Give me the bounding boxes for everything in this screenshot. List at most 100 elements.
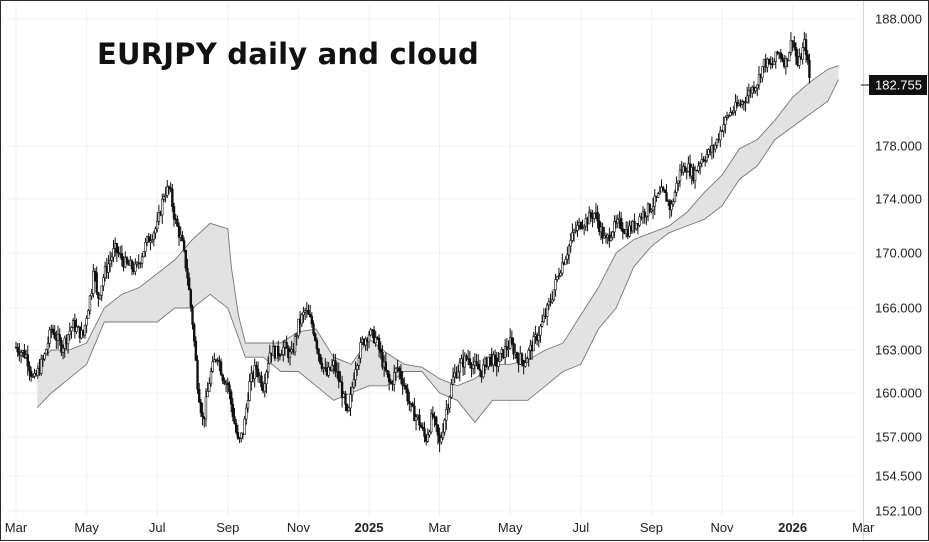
candle-body bbox=[399, 370, 403, 380]
candle-body bbox=[794, 46, 798, 57]
gridlines bbox=[2, 2, 864, 516]
candle-body bbox=[359, 342, 362, 359]
candle-body bbox=[265, 371, 268, 385]
candle-body bbox=[372, 329, 376, 343]
candle-body bbox=[431, 413, 435, 418]
candle-body bbox=[665, 192, 668, 202]
candle-body bbox=[798, 56, 801, 66]
candle-body bbox=[779, 52, 783, 59]
candle-body bbox=[465, 355, 468, 360]
candle-body bbox=[90, 293, 93, 297]
candle-body bbox=[722, 124, 725, 132]
candle-body bbox=[280, 354, 283, 356]
candle-body bbox=[588, 212, 591, 225]
candle-body bbox=[643, 211, 646, 218]
candle-body bbox=[164, 195, 167, 197]
x-tick-label: May bbox=[74, 520, 99, 535]
candle-body bbox=[60, 340, 63, 353]
candle-body bbox=[418, 414, 421, 426]
candle-body bbox=[125, 257, 129, 263]
candle-body bbox=[589, 212, 593, 217]
candle-body bbox=[384, 361, 388, 371]
candle-body bbox=[112, 248, 115, 258]
candle-body bbox=[334, 360, 337, 372]
candle-body bbox=[515, 352, 519, 359]
y-tick-label: 152.100 bbox=[875, 504, 922, 519]
candle-body bbox=[582, 225, 586, 229]
candle-body bbox=[663, 189, 667, 193]
candle-body bbox=[209, 371, 213, 385]
candle-body bbox=[761, 66, 764, 79]
candle-body bbox=[199, 401, 203, 413]
candle-body bbox=[767, 58, 771, 64]
candle-body bbox=[235, 423, 238, 433]
candle-body bbox=[350, 386, 354, 396]
candle-body bbox=[176, 218, 179, 227]
candle-body bbox=[297, 318, 300, 336]
x-tick-label: Nov bbox=[710, 520, 734, 535]
candle-body bbox=[411, 403, 414, 407]
candle-body bbox=[83, 324, 87, 336]
candle-body bbox=[31, 375, 35, 378]
candle-body bbox=[532, 336, 535, 352]
candle-body bbox=[340, 381, 344, 398]
candle-body bbox=[801, 47, 804, 60]
candle-body bbox=[184, 249, 187, 269]
candle-body bbox=[144, 241, 147, 252]
candle-body bbox=[458, 362, 461, 373]
candle-body bbox=[40, 358, 43, 374]
candle-body bbox=[670, 203, 673, 211]
candle-body bbox=[182, 240, 186, 251]
candle-body bbox=[308, 314, 312, 317]
candle-body bbox=[616, 219, 619, 224]
candle-body bbox=[216, 359, 219, 362]
candle-body bbox=[191, 306, 194, 325]
candle-body bbox=[166, 186, 169, 196]
candle-body bbox=[255, 365, 258, 370]
candle-body bbox=[804, 39, 808, 56]
x-tick-label: Nov bbox=[287, 520, 311, 535]
candle-body bbox=[140, 256, 144, 264]
y-tick-label: 166.000 bbox=[875, 301, 922, 316]
candle-body bbox=[219, 361, 223, 376]
candle-body bbox=[651, 206, 655, 211]
candle-body bbox=[150, 239, 154, 242]
price-candles bbox=[14, 31, 811, 453]
candle-body bbox=[746, 95, 749, 103]
candle-body bbox=[293, 336, 297, 353]
candle-body bbox=[243, 418, 246, 435]
x-tick-label: May bbox=[498, 520, 523, 535]
candle-body bbox=[389, 381, 393, 384]
candle-body bbox=[635, 223, 638, 230]
chart-title: EURJPY daily and cloud bbox=[97, 37, 479, 71]
candle-body bbox=[754, 87, 757, 92]
candle-body bbox=[282, 346, 285, 355]
candle-body bbox=[429, 413, 433, 433]
candle-body bbox=[697, 165, 700, 171]
candle-body bbox=[357, 357, 361, 366]
candle-body bbox=[26, 354, 29, 367]
candle-body bbox=[557, 275, 561, 277]
last-price-marker: 182.755 bbox=[861, 75, 927, 95]
candle-body bbox=[703, 160, 707, 162]
candle-body bbox=[386, 369, 389, 375]
candle-body bbox=[596, 211, 599, 222]
candle-body bbox=[87, 310, 90, 319]
candle-body bbox=[248, 381, 251, 401]
candle-body bbox=[720, 130, 724, 133]
candle-body bbox=[315, 340, 319, 350]
candle-body bbox=[423, 428, 426, 437]
candle-body bbox=[221, 374, 224, 382]
candle-body bbox=[440, 437, 443, 443]
candle-body bbox=[85, 318, 88, 326]
candle-body bbox=[744, 101, 747, 104]
candle-body bbox=[345, 404, 349, 411]
candle-body bbox=[167, 186, 171, 189]
candle-body bbox=[672, 201, 675, 205]
candle-body bbox=[611, 231, 614, 238]
candle-body bbox=[487, 356, 490, 367]
x-tick-label: Sep bbox=[216, 520, 239, 535]
candle-body bbox=[727, 115, 730, 117]
candle-body bbox=[98, 294, 102, 299]
candle-body bbox=[376, 337, 379, 339]
